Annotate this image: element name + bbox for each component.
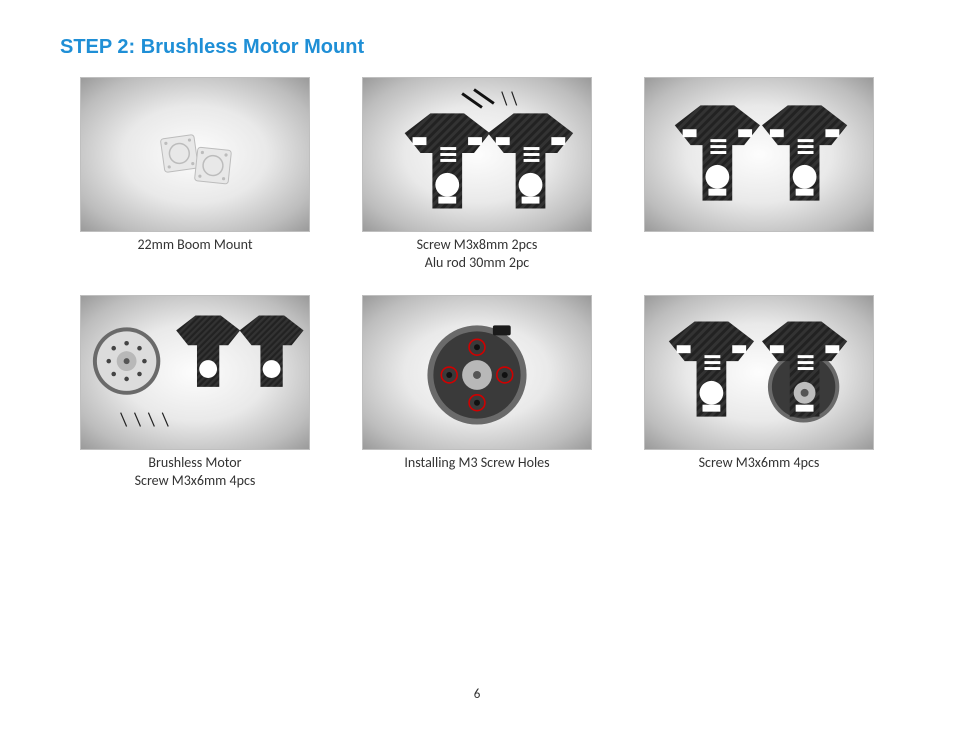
figure-m3-holes: Installing M3 Screw Holes (360, 295, 594, 489)
boom-mount-svg (81, 77, 309, 232)
caption-line: Brushless Motor (135, 454, 256, 472)
photo-screws-alurod (362, 77, 592, 232)
caption-line: Alu rod 30mm 2pc (417, 254, 538, 272)
assembled-svg (645, 295, 873, 450)
figure-bl-motor: Brushless Motor Screw M3x6mm 4pcs (78, 295, 312, 489)
bl-motor-svg (81, 295, 309, 450)
photo-bl-motor (80, 295, 310, 450)
caption-line: 22mm Boom Mount (137, 236, 252, 254)
page-number: 6 (0, 687, 954, 702)
cf-plates-svg (645, 77, 873, 232)
caption-line: Installing M3 Screw Holes (404, 454, 549, 472)
figure-boom-mount: 22mm Boom Mount (78, 77, 312, 271)
caption-boom-mount: 22mm Boom Mount (137, 236, 252, 254)
figure-cf-plates (642, 77, 876, 271)
photo-boom-mount (80, 77, 310, 232)
caption-line: Screw M3x6mm 4pcs (135, 472, 256, 490)
caption-screws-alurod: Screw M3x8mm 2pcs Alu rod 30mm 2pc (417, 236, 538, 271)
photo-assembled (644, 295, 874, 450)
caption-bl-motor: Brushless Motor Screw M3x6mm 4pcs (135, 454, 256, 489)
screws-alurod-svg (363, 77, 591, 232)
caption-assembled: Screw M3x6mm 4pcs (699, 454, 820, 472)
photo-m3-holes (362, 295, 592, 450)
caption-line: Screw M3x8mm 2pcs (417, 236, 538, 254)
figure-assembled: Screw M3x6mm 4pcs (642, 295, 876, 489)
caption-m3-holes: Installing M3 Screw Holes (404, 454, 549, 472)
figure-screws-alurod: Screw M3x8mm 2pcs Alu rod 30mm 2pc (360, 77, 594, 271)
m3-holes-svg (363, 295, 591, 450)
photo-cf-plates (644, 77, 874, 232)
figure-grid: 22mm Boom Mount (60, 77, 894, 489)
caption-line: Screw M3x6mm 4pcs (699, 454, 820, 472)
step-heading: STEP 2: Brushless Motor Mount (60, 36, 894, 59)
